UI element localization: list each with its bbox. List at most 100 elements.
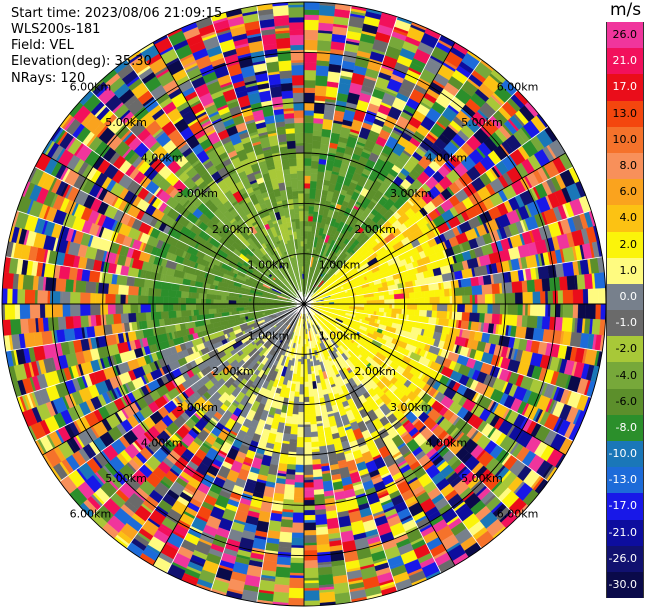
range-gate (308, 396, 315, 405)
range-gate (391, 303, 395, 309)
range-gate (285, 474, 296, 481)
range-gate (303, 442, 312, 453)
range-gate (303, 421, 311, 425)
range-gate (303, 489, 315, 498)
range-gate (312, 469, 323, 478)
range-gate (9, 318, 22, 335)
range-gate (384, 299, 395, 305)
range-gate (525, 303, 529, 316)
range-gate (178, 303, 182, 311)
range-gate (303, 582, 320, 589)
range-gate (290, 547, 305, 554)
velocity-field (1, 1, 606, 607)
range-gate (6, 288, 13, 305)
range-gate (294, 474, 305, 483)
range-gate (41, 330, 54, 346)
range-gate (547, 303, 551, 318)
range-gate (175, 290, 182, 298)
range-gate (561, 317, 574, 333)
range-gate (303, 396, 310, 403)
range-gate (185, 303, 197, 311)
range-gate (439, 296, 448, 305)
range-gate (437, 303, 448, 312)
range-gate (327, 71, 341, 83)
range-gate (491, 283, 501, 295)
range-gate (318, 591, 336, 604)
range-gate (289, 433, 298, 440)
range-gate (406, 298, 410, 305)
range-gate (577, 303, 587, 319)
range-gate (303, 188, 311, 194)
range-gate (303, 414, 311, 420)
range-gate (303, 530, 317, 536)
range-gate (492, 293, 496, 305)
range-gate (295, 376, 301, 383)
range-gate (303, 203, 310, 212)
range-gate (2, 272, 14, 289)
range-gate (285, 469, 296, 476)
range-gate (416, 303, 420, 311)
range-gate (14, 303, 21, 320)
range-gate (323, 111, 335, 121)
range-gate (510, 269, 520, 283)
range-gate (55, 277, 67, 292)
range-gate (376, 307, 380, 313)
range-gate (303, 590, 320, 602)
range-gate (105, 313, 114, 325)
range-gate (19, 318, 29, 334)
range-gate (126, 275, 136, 287)
range-gate (482, 274, 492, 286)
range-gate (591, 318, 601, 336)
range-gate (560, 303, 564, 318)
range-gate (303, 477, 314, 481)
range-gate (303, 567, 319, 579)
range-gate (303, 577, 319, 581)
range-gate (294, 482, 305, 488)
range-gate (23, 332, 36, 349)
range-gate (296, 368, 301, 375)
range-gate (44, 276, 57, 292)
range-gate (522, 291, 534, 305)
range-gate (576, 274, 586, 290)
range-gate (303, 514, 316, 521)
range-gate (312, 140, 322, 149)
range-gate (215, 294, 222, 300)
range-gate (205, 298, 212, 305)
range-gate (514, 292, 524, 305)
range-gate (366, 300, 378, 305)
range-gate (303, 215, 309, 222)
range-gate (313, 102, 326, 114)
range-gate (317, 32, 333, 42)
range-gate (389, 303, 393, 309)
range-gate (308, 388, 314, 398)
range-gate (303, 522, 317, 531)
range-gate (303, 238, 308, 244)
range-gate (79, 292, 91, 305)
range-gate (313, 117, 324, 124)
range-gate (472, 294, 476, 305)
range-gate (218, 303, 227, 309)
range-gate (303, 1, 320, 11)
range-gate (303, 509, 316, 516)
range-gate (312, 459, 321, 465)
range-gate (526, 279, 536, 293)
range-gate (476, 265, 489, 277)
range-gate (569, 331, 582, 348)
range-gate (65, 278, 74, 293)
range-gate (444, 288, 450, 297)
range-gate (130, 303, 139, 314)
range-gate (469, 312, 481, 323)
range-gate (297, 411, 305, 418)
range-gate (27, 317, 37, 334)
range-gate (303, 69, 317, 81)
range-gate (409, 298, 415, 305)
range-gate (540, 291, 546, 305)
range-gate (312, 122, 324, 132)
range-gate (312, 130, 323, 137)
range-gate (315, 65, 330, 77)
range-gate (432, 303, 438, 312)
range-gate (288, 577, 305, 589)
range-gate (303, 545, 318, 551)
range-gate (408, 292, 415, 299)
range-gate (303, 62, 317, 71)
